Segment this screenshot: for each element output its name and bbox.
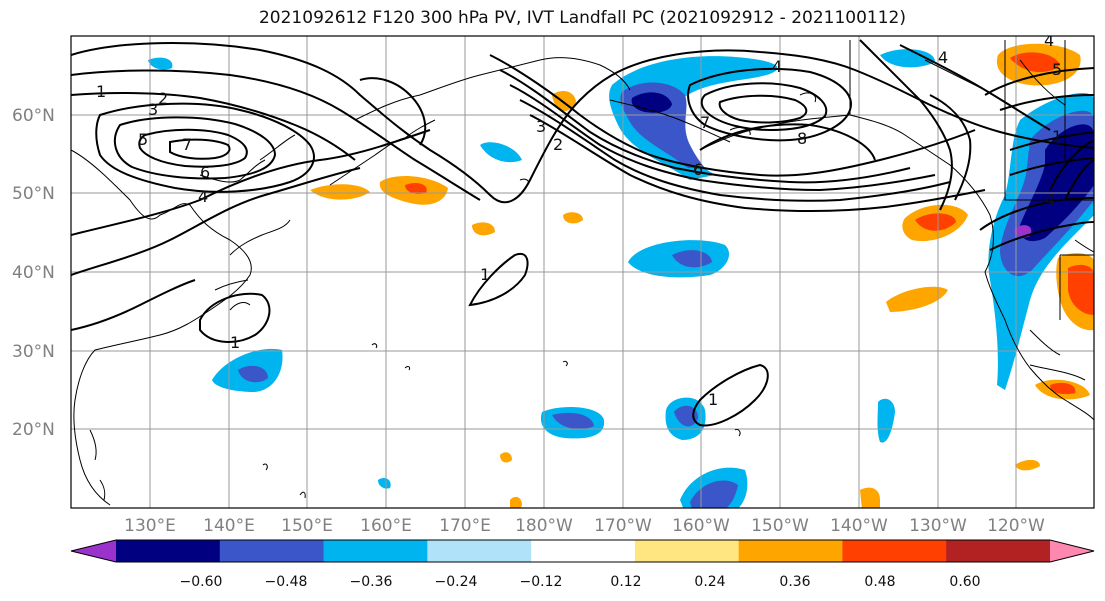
negative-blob-3-core <box>552 412 594 430</box>
lon-label: 140°W <box>830 516 888 536</box>
colorbar-tick: −0.24 <box>435 574 478 590</box>
lon-label: 120°W <box>987 516 1045 536</box>
lat-label: 60°N <box>12 106 55 126</box>
lon-label: 170°W <box>594 516 652 536</box>
negative-blob-4-core <box>674 405 698 427</box>
negative-blob-2-core <box>238 365 268 383</box>
lon-label: 150°E <box>281 516 333 536</box>
colorbar <box>70 539 1095 563</box>
negative-blob-10 <box>378 477 391 489</box>
contour-label: 7 <box>700 113 710 132</box>
lat-label: 30°N <box>12 342 55 362</box>
negative-blob-9 <box>148 57 173 70</box>
colorbar-tick: 0.36 <box>779 574 810 590</box>
contour-label: 2 <box>553 135 563 154</box>
lon-label: 130°W <box>909 516 967 536</box>
contour-label: 4 <box>1045 190 1055 209</box>
positive-region-12 <box>500 452 512 463</box>
gridlines <box>71 36 1094 508</box>
contour-label: 6 <box>200 163 210 182</box>
positive-region-5-core <box>1068 264 1094 315</box>
colorbar-segment <box>634 540 740 562</box>
lon-label: 130°E <box>124 516 176 536</box>
lon-label: 150°W <box>751 516 809 536</box>
latitude-labels: 60°N 50°N 40°N 30°N 20°N <box>12 106 55 440</box>
positive-region-4 <box>886 286 948 312</box>
lat-label: 20°N <box>12 420 55 440</box>
negative-blob-5-core <box>690 480 738 508</box>
contour-label: 1 <box>708 390 718 409</box>
colorbar-tick-labels: −0.60 −0.48 −0.36 −0.24 −0.12 0.12 0.24 … <box>180 574 981 590</box>
lon-label: 170°E <box>439 516 491 536</box>
colorbar-segment <box>116 540 221 562</box>
negative-blob-6 <box>480 142 522 163</box>
contour-label: 4 <box>772 57 782 76</box>
contour-label: 7 <box>182 135 192 154</box>
colorbar-tick: −0.48 <box>265 574 308 590</box>
colorbar-tick: −0.60 <box>180 574 223 590</box>
map-content: 1 2 3 5 7 6 4 1 1 1 4 3 2 7 6 8 4 4 5 1 … <box>71 31 1094 508</box>
map-title: 2021092612 F120 300 hPa PV, IVT Landfall… <box>258 8 906 28</box>
contour-label: 4 <box>938 48 948 67</box>
lat-label: 40°N <box>12 263 55 283</box>
positive-region-13 <box>510 496 522 508</box>
contour-label: 5 <box>1052 60 1062 79</box>
positive-region-9 <box>563 212 583 224</box>
negative-blob-8 <box>877 398 895 443</box>
colorbar-tick: 0.48 <box>864 574 895 590</box>
pv-contours <box>71 39 1094 427</box>
colorbar-extend-max <box>1050 540 1094 562</box>
longitude-labels: 130°E 140°E 150°E 160°E 170°E 180°W 170°… <box>124 516 1045 536</box>
contour-label: 4 <box>1044 31 1054 50</box>
negative-blob-1-core <box>672 250 712 268</box>
colorbar-segment <box>738 540 843 562</box>
positive-region-2 <box>310 184 370 200</box>
colorbar-tick: −0.12 <box>520 574 563 590</box>
colorbar-segment <box>219 540 325 562</box>
negative-blob-7 <box>880 49 935 68</box>
contour-label: 1 <box>480 265 490 284</box>
positive-region-3-core <box>915 213 956 231</box>
positive-region-6-core <box>1050 382 1076 395</box>
contour-label: 6 <box>693 160 703 179</box>
contour-label: 3 <box>536 117 546 136</box>
positive-region-11 <box>1015 459 1040 471</box>
positive-region-8 <box>472 222 495 236</box>
colorbar-tick: −0.36 <box>350 574 393 590</box>
lon-label: 160°W <box>672 516 730 536</box>
colorbar-extend-min <box>71 540 116 562</box>
contour-label: 1 <box>96 82 106 101</box>
contour-label: 5 <box>138 130 148 149</box>
colorbar-segment <box>842 540 947 562</box>
contour-label: 1 <box>230 333 240 352</box>
contour-labels: 1 2 3 5 7 6 4 1 1 1 4 3 2 7 6 8 4 4 5 1 … <box>96 31 1062 409</box>
positive-region-ne-core <box>1010 52 1060 73</box>
colorbar-segment <box>531 540 636 562</box>
colorbar-outline <box>70 539 1095 563</box>
lon-label: 180°W <box>515 516 573 536</box>
positive-region-10 <box>860 487 880 508</box>
colorbar-tick: 0.12 <box>610 574 641 590</box>
lat-label: 50°N <box>12 184 55 204</box>
map-frame <box>70 35 1095 509</box>
contour-label: 3 <box>148 100 158 119</box>
lon-label: 140°E <box>203 516 255 536</box>
contour-label: 8 <box>797 129 807 148</box>
colorbar-tick: 0.60 <box>949 574 980 590</box>
colorbar-segment <box>427 540 532 562</box>
colorbar-segment <box>946 540 1051 562</box>
lon-label: 160°E <box>360 516 412 536</box>
colorbar-segment <box>323 540 428 562</box>
contour-label: 1 <box>1052 127 1062 146</box>
positive-region-1-core <box>405 182 427 195</box>
contour-label: 4 <box>198 187 208 206</box>
contour-label: 2 <box>158 89 168 108</box>
colorbar-tick: 0.24 <box>694 574 725 590</box>
